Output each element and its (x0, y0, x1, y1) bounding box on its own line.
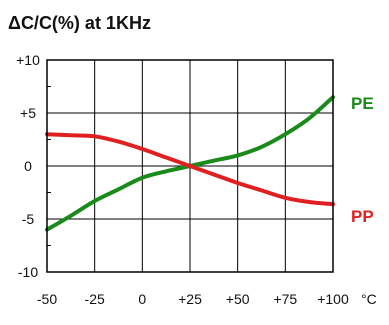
series-label-pe: PE (351, 94, 374, 113)
x-tick-label: +100 (317, 291, 349, 307)
tick-labels: +10+50-5-10-50 -25 0 +25 +50 +75 +100 (16, 52, 349, 307)
series-lines (45, 95, 335, 232)
plot-border (46, 59, 334, 273)
x-tick-label: +50 (226, 291, 250, 307)
x-tick-label: +25 (178, 291, 202, 307)
y-tick-label: -5 (22, 211, 35, 227)
chart-title: ΔC/C(%) at 1KHz (8, 13, 151, 33)
y-tick-label: -10 (18, 264, 38, 280)
y-tick-label: +5 (20, 105, 36, 121)
series-labels: PE PP (351, 94, 374, 226)
series-label-pp: PP (351, 207, 374, 226)
series-line-pp (45, 132, 335, 207)
y-tick-label: 0 (24, 158, 32, 174)
x-tick-label: -25 (85, 291, 105, 307)
x-axis-unit: °C (361, 291, 377, 307)
x-tick-label: -50 (37, 291, 57, 307)
y-tick-label: +10 (16, 52, 40, 68)
x-tick-label: +75 (273, 291, 297, 307)
x-tick-label: 0 (138, 291, 146, 307)
